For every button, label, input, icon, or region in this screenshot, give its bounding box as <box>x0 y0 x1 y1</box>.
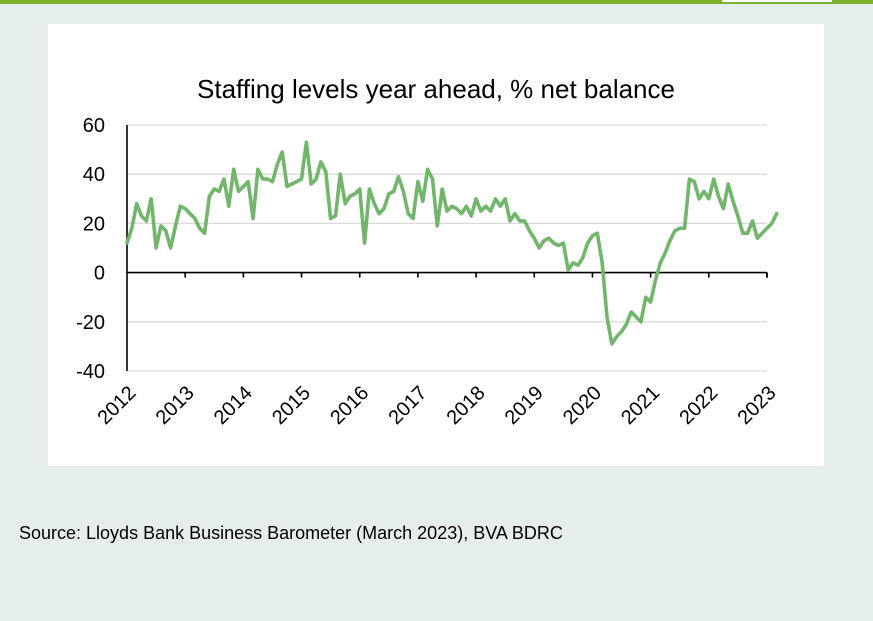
x-tick-label: 2021 <box>617 382 664 429</box>
y-tick-label: -20 <box>76 312 105 334</box>
x-tick-label: 2019 <box>501 382 548 429</box>
series-line <box>125 140 779 346</box>
x-tick-label: 2012 <box>94 382 141 429</box>
x-tick-label: 2013 <box>152 382 199 429</box>
x-tick-label: 2020 <box>559 382 606 429</box>
y-tick-label: 60 <box>83 115 105 137</box>
chart-card: Staffing levels year ahead, % net balanc… <box>48 24 824 466</box>
top-accent-bar <box>0 0 873 4</box>
source-note: Source: Lloyds Bank Business Barometer (… <box>19 523 563 543</box>
x-tick-label: 2023 <box>734 382 781 429</box>
y-tick-label: 40 <box>83 164 105 186</box>
x-tick-label: 2015 <box>268 382 315 429</box>
chart-title: Staffing levels year ahead, % net balanc… <box>197 74 675 104</box>
x-tick-label: 2014 <box>210 382 257 429</box>
x-tick-label: 2022 <box>675 382 722 429</box>
y-tick-label: 20 <box>83 213 105 235</box>
top-tab-marker <box>722 0 832 2</box>
x-tick-label: 2018 <box>443 382 490 429</box>
y-tick-label: 0 <box>94 263 105 285</box>
x-tick-label: 2017 <box>384 382 431 429</box>
y-tick-label: -40 <box>76 361 105 383</box>
x-tick-label: 2016 <box>326 382 373 429</box>
